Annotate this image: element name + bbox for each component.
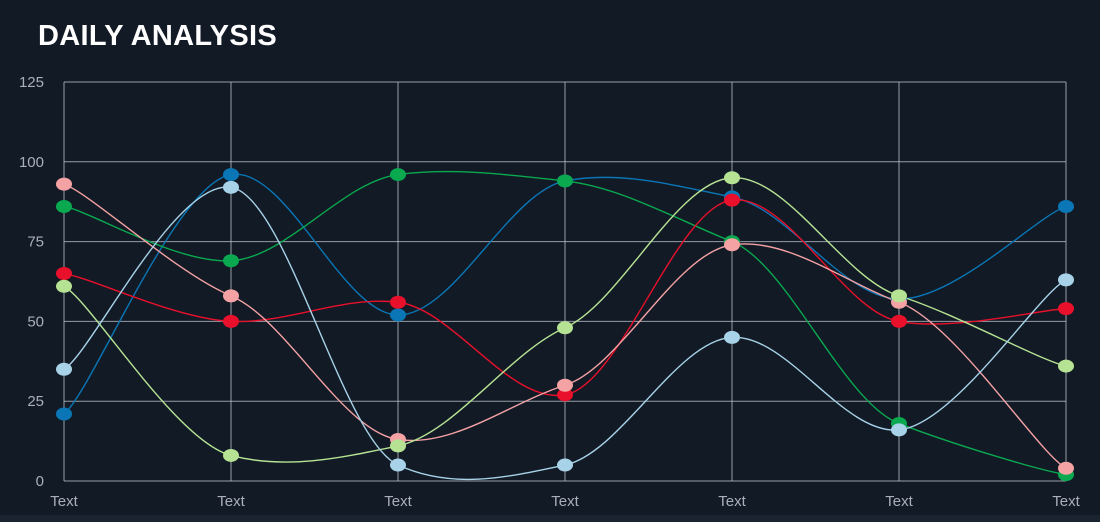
- x-tick-label: Text: [384, 493, 412, 510]
- data-point[interactable]: [223, 314, 239, 328]
- data-point[interactable]: [891, 423, 907, 437]
- data-point[interactable]: [557, 174, 573, 188]
- data-point[interactable]: [56, 407, 72, 421]
- data-point[interactable]: [724, 238, 740, 252]
- y-tick-label: 50: [27, 313, 44, 330]
- data-point[interactable]: [891, 289, 907, 303]
- x-tick-label: Text: [718, 493, 746, 510]
- data-point[interactable]: [56, 267, 72, 281]
- x-tick-label: Text: [1052, 493, 1080, 510]
- x-tick-label: Text: [551, 493, 579, 510]
- x-tick-label: Text: [217, 493, 245, 510]
- y-tick-label: 25: [27, 393, 44, 410]
- data-point[interactable]: [223, 168, 239, 182]
- grid: [63, 81, 1067, 482]
- data-point[interactable]: [223, 448, 239, 462]
- data-point[interactable]: [724, 171, 740, 185]
- axis-labels: 0 25 50 75 100 125 Text Text Text Text Text Text Tex…: [19, 74, 1081, 510]
- data-point[interactable]: [390, 168, 406, 182]
- data-point[interactable]: [557, 388, 573, 402]
- data-point[interactable]: [223, 289, 239, 303]
- data-point[interactable]: [56, 177, 72, 191]
- data-point[interactable]: [56, 362, 72, 376]
- data-point[interactable]: [1058, 199, 1074, 213]
- data-point[interactable]: [891, 314, 907, 328]
- data-point[interactable]: [390, 458, 406, 472]
- data-point[interactable]: [223, 254, 239, 268]
- data-point[interactable]: [390, 308, 406, 322]
- data-point[interactable]: [56, 279, 72, 293]
- y-tick-label: 100: [19, 154, 44, 171]
- y-tick-label: 0: [36, 473, 44, 490]
- data-point[interactable]: [724, 330, 740, 344]
- series-points: [56, 168, 1074, 482]
- y-tick-label: 75: [27, 234, 44, 251]
- x-tick-label: Text: [50, 493, 78, 510]
- data-point[interactable]: [1058, 461, 1074, 475]
- data-point[interactable]: [557, 378, 573, 392]
- data-point[interactable]: [390, 295, 406, 309]
- data-point[interactable]: [390, 439, 406, 453]
- chart-title: DAILY ANALYSIS: [38, 20, 277, 52]
- data-point[interactable]: [724, 193, 740, 207]
- data-point[interactable]: [56, 199, 72, 213]
- bottom-strip: [0, 515, 1100, 522]
- data-point[interactable]: [1058, 302, 1074, 316]
- data-point[interactable]: [223, 180, 239, 194]
- y-tick-label: 125: [19, 74, 44, 91]
- x-tick-label: Text: [885, 493, 913, 510]
- data-point[interactable]: [1058, 273, 1074, 287]
- data-point[interactable]: [557, 458, 573, 472]
- data-point[interactable]: [557, 321, 573, 335]
- data-point[interactable]: [1058, 359, 1074, 373]
